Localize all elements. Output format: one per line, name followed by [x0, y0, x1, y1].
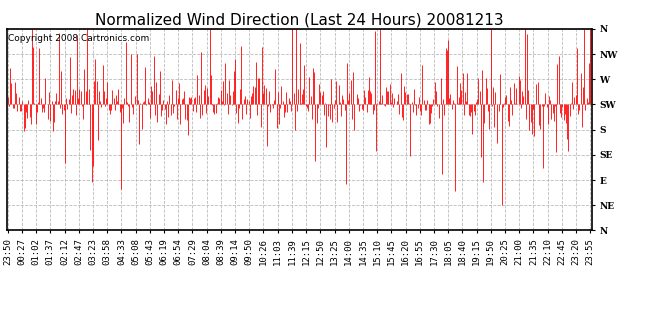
- Text: Copyright 2008 Cartronics.com: Copyright 2008 Cartronics.com: [8, 34, 150, 43]
- Title: Normalized Wind Direction (Last 24 Hours) 20081213: Normalized Wind Direction (Last 24 Hours…: [95, 12, 503, 28]
